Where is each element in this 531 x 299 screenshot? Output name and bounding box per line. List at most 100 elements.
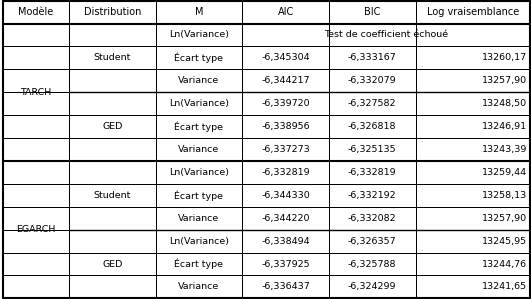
Bar [3, 115, 69, 138]
Bar [156, 46, 242, 69]
Bar [242, 138, 329, 161]
Text: -6,339720: -6,339720 [261, 99, 310, 108]
Text: 13260,17: 13260,17 [482, 53, 527, 62]
Text: -6,325135: -6,325135 [348, 145, 397, 154]
Text: 13245,95: 13245,95 [482, 237, 527, 246]
Bar [69, 24, 156, 92]
Text: Ln(Variance): Ln(Variance) [169, 99, 229, 108]
Bar [70, 161, 155, 229]
Text: -6,338494: -6,338494 [261, 237, 310, 246]
Bar [242, 184, 329, 207]
Text: Ln(Variance): Ln(Variance) [169, 30, 229, 39]
Bar [329, 24, 416, 46]
Bar [69, 184, 156, 207]
Bar [242, 69, 329, 92]
Bar [242, 253, 329, 275]
Bar [242, 115, 329, 138]
Bar [329, 92, 416, 115]
Text: 13244,76: 13244,76 [482, 260, 527, 269]
Bar [69, 275, 156, 298]
Text: -6,325788: -6,325788 [348, 260, 397, 269]
Bar [156, 138, 242, 161]
Text: BIC: BIC [364, 7, 380, 17]
Bar [156, 230, 242, 253]
Bar [329, 138, 416, 161]
Text: -6,344330: -6,344330 [261, 191, 310, 200]
Bar [416, 161, 530, 184]
Bar [242, 1, 329, 24]
Text: Ln(Variance): Ln(Variance) [169, 168, 229, 177]
Text: AIC: AIC [277, 7, 294, 17]
Bar [3, 1, 69, 24]
Bar [69, 207, 156, 230]
Bar [416, 184, 530, 207]
Bar [70, 24, 155, 92]
Bar [69, 92, 156, 115]
Text: 13243,39: 13243,39 [482, 145, 527, 154]
Bar [416, 275, 530, 298]
Bar [3, 161, 69, 298]
Bar [156, 184, 242, 207]
Text: EGARCH: EGARCH [16, 225, 55, 234]
Text: TARCH: TARCH [20, 88, 52, 97]
Bar [69, 161, 156, 230]
Bar [3, 184, 69, 207]
Bar [416, 24, 530, 46]
Bar [69, 230, 156, 298]
Bar [69, 46, 156, 69]
Bar [416, 92, 530, 115]
Text: -6,345304: -6,345304 [261, 53, 310, 62]
Text: Variance: Variance [178, 283, 219, 292]
Bar [329, 184, 416, 207]
Bar [242, 207, 329, 230]
Bar [416, 69, 530, 92]
Bar [156, 1, 242, 24]
Bar [329, 161, 416, 184]
Bar [242, 275, 329, 298]
Bar [416, 1, 530, 24]
Bar [416, 230, 530, 253]
Text: Variance: Variance [178, 76, 219, 85]
Text: -6,326818: -6,326818 [348, 122, 397, 131]
Bar [242, 92, 329, 115]
Text: -6,337273: -6,337273 [261, 145, 310, 154]
Bar [329, 69, 416, 92]
Text: Distribution: Distribution [83, 7, 141, 17]
Text: 13257,90: 13257,90 [482, 76, 527, 85]
Bar [3, 161, 68, 298]
Text: Ln(Variance): Ln(Variance) [169, 237, 229, 246]
Text: -6,332192: -6,332192 [348, 191, 397, 200]
Text: -6,327582: -6,327582 [348, 99, 397, 108]
Bar [416, 115, 530, 138]
Bar [69, 138, 156, 161]
Bar [69, 92, 156, 161]
Text: -6,332079: -6,332079 [348, 76, 397, 85]
Text: Test de coefficient échoué: Test de coefficient échoué [324, 30, 448, 39]
Bar [329, 46, 416, 69]
Text: 13257,90: 13257,90 [482, 214, 527, 223]
Text: 13259,44: 13259,44 [482, 168, 527, 177]
Text: -6,332819: -6,332819 [348, 168, 397, 177]
Bar [242, 46, 329, 69]
Text: Modèle: Modèle [18, 7, 54, 17]
Bar [3, 138, 69, 161]
Text: -6,344217: -6,344217 [261, 76, 310, 85]
Bar [329, 115, 416, 138]
Text: GED: GED [102, 122, 122, 131]
Bar [69, 161, 156, 184]
Text: 13258,13: 13258,13 [482, 191, 527, 200]
Bar [69, 1, 156, 24]
Bar [416, 138, 530, 161]
Bar [156, 275, 242, 298]
Bar [3, 24, 69, 161]
Bar [242, 24, 329, 46]
Text: 13241,65: 13241,65 [482, 283, 527, 292]
Text: -6,338956: -6,338956 [261, 122, 310, 131]
Bar [3, 230, 69, 253]
Bar [69, 69, 156, 92]
Text: Student: Student [93, 53, 131, 62]
Bar [69, 115, 156, 138]
Text: -6,326357: -6,326357 [348, 237, 397, 246]
Bar [242, 161, 329, 184]
Text: -6,332082: -6,332082 [348, 214, 397, 223]
